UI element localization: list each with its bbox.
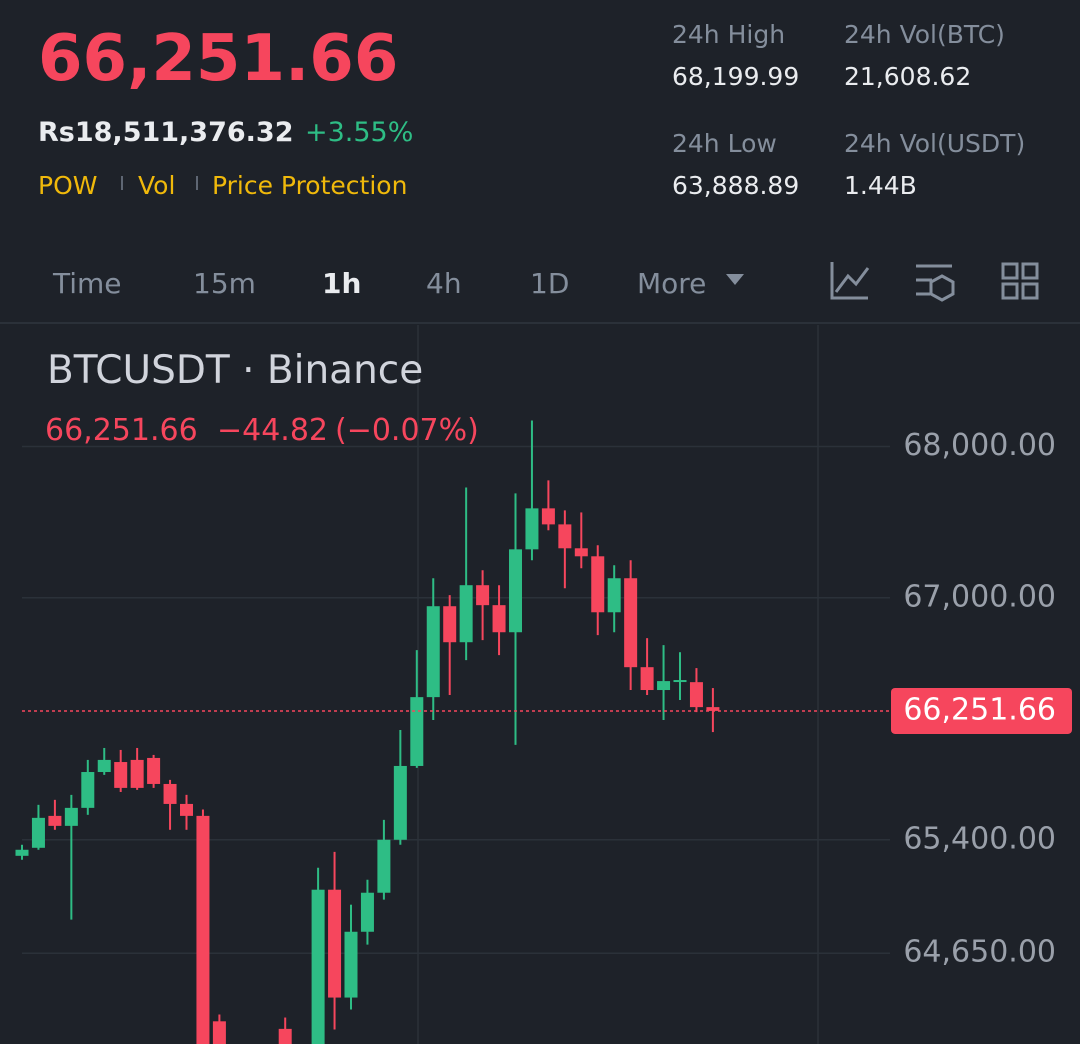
candle-body [31, 817, 45, 848]
candle-body [180, 803, 193, 816]
candle-body [130, 759, 144, 788]
toolbar-icons [830, 262, 1039, 302]
candle-body [278, 1028, 292, 1044]
stat-label: 24h Vol(BTC) [844, 20, 1005, 49]
y-tick-label: 64,650.00 [903, 935, 1056, 970]
candle-body [574, 548, 588, 557]
candle-body [344, 931, 358, 998]
price-tag [891, 687, 1072, 734]
candle-body [163, 783, 177, 804]
plot-area [15, 420, 890, 1044]
settings-icon[interactable] [916, 264, 955, 302]
candle-body [443, 606, 457, 643]
tag[interactable]: Price Protection [212, 171, 407, 200]
fiat-price: Rs18,511,376.32 [38, 117, 294, 148]
candle-body [328, 889, 342, 998]
candle-body [64, 807, 78, 826]
tab[interactable]: 4h [426, 267, 462, 300]
candle-body [410, 697, 424, 766]
candle-body [48, 815, 62, 826]
stat-label: 24h High [672, 20, 785, 49]
change: +3.55% [305, 117, 413, 148]
candle-body [640, 667, 654, 691]
stat-label: 24h Low [672, 129, 777, 158]
legend-change-pct: (−0.07%) [335, 413, 479, 448]
candle-body [591, 556, 605, 613]
candle-body [558, 524, 572, 549]
layout-icon[interactable] [1001, 262, 1039, 300]
candle-body [212, 1021, 226, 1044]
candle-body [689, 682, 703, 708]
candle-body [147, 757, 161, 784]
candle-body [624, 578, 638, 668]
indicator-icon[interactable] [830, 262, 870, 300]
dropdown-arrow[interactable] [726, 274, 744, 285]
candle-body [476, 585, 490, 606]
candle-body [492, 605, 506, 633]
candle-body [459, 585, 473, 643]
candle-body [377, 839, 391, 893]
stat-value: 68,199.99 [672, 62, 799, 91]
candle-body [509, 549, 522, 633]
tab[interactable]: More [637, 267, 706, 300]
candle-body [426, 606, 440, 698]
y-tick-label: 67,000.00 [903, 579, 1056, 614]
stat-value: 1.44B [844, 171, 917, 200]
candle-body [673, 680, 687, 683]
stat-label: 24h Vol(USDT) [844, 129, 1025, 158]
candle-body [706, 707, 720, 711]
candle-body [81, 772, 95, 808]
candle-body [393, 765, 407, 840]
candle-body [541, 508, 555, 525]
price-tag-label: 66,251.66 [903, 692, 1056, 727]
legend-change: −44.82 [217, 413, 328, 448]
candle-body [525, 508, 539, 550]
stat-value: 63,888.89 [672, 171, 799, 200]
candle-body [607, 578, 621, 613]
candle-body [97, 759, 111, 773]
candle-body [196, 815, 210, 1044]
last-price: 66,251.66 [38, 22, 398, 96]
tab[interactable]: 1h [322, 267, 361, 300]
tag[interactable]: POW [38, 171, 97, 200]
legend-last: 66,251.66 [45, 413, 198, 448]
tag[interactable]: Vol [138, 171, 175, 200]
tab[interactable]: 1D [530, 267, 569, 300]
y-tick-label: 65,400.00 [903, 821, 1056, 856]
candle-body [114, 762, 128, 788]
tabs: Time 15m 1h 4h 1D More [52, 267, 706, 300]
tab[interactable]: Time [52, 267, 122, 300]
chart-title: BTCUSDT · Binance [47, 348, 423, 393]
stat-value: 21,608.62 [844, 62, 971, 91]
candle-body [360, 892, 374, 932]
y-tick-label: 68,000.00 [903, 428, 1056, 463]
candle-body [15, 849, 29, 856]
candle-body [311, 889, 325, 1044]
tab[interactable]: 15m [193, 267, 256, 300]
candle-body [657, 681, 671, 691]
